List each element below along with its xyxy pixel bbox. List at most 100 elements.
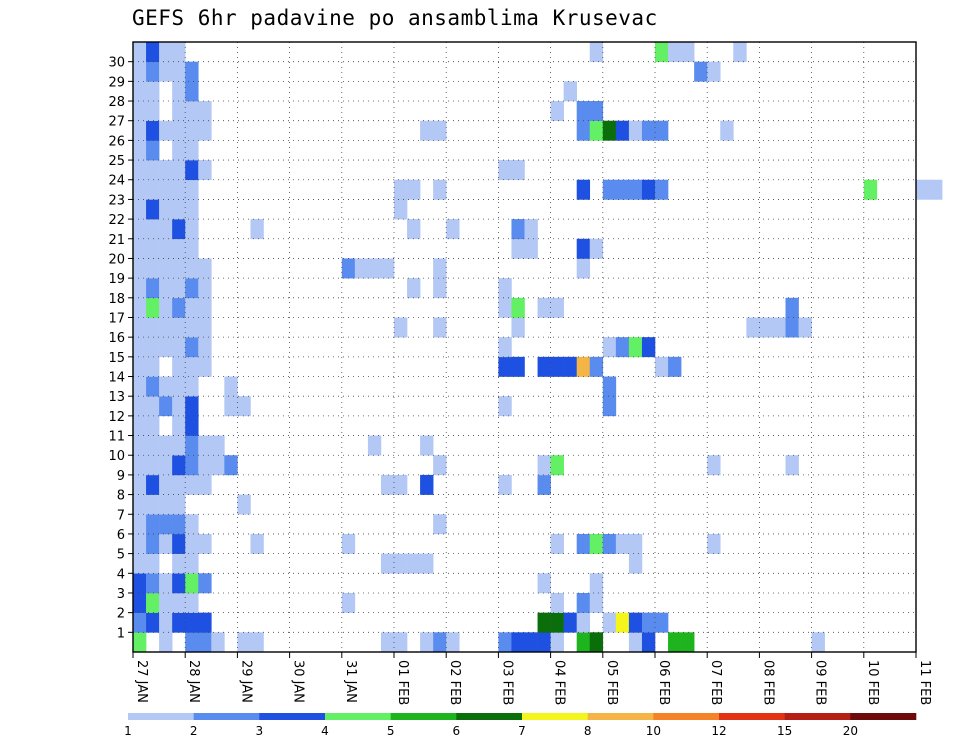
y-tick-label: 17 [108, 311, 125, 326]
heatmap-cell [172, 61, 186, 82]
heatmap-cell [146, 199, 160, 220]
y-tick-label: 24 [108, 174, 125, 189]
heatmap-cell [133, 356, 147, 377]
heatmap-cell [433, 514, 447, 535]
heatmap-cell [133, 435, 147, 456]
heatmap-cell [641, 612, 656, 633]
heatmap-cell [146, 455, 160, 476]
heatmap-cell [185, 415, 199, 436]
heatmap-cell [720, 120, 734, 141]
heatmap-cell [641, 120, 656, 141]
heatmap-cell [172, 376, 186, 397]
y-tick-label: 7 [117, 508, 125, 523]
heatmap-cell [681, 632, 695, 653]
heatmap-cell [146, 61, 160, 82]
heatmap-cell [133, 632, 147, 653]
heatmap-cell [146, 553, 160, 574]
heatmap-cell [341, 533, 356, 554]
heatmap-cell [511, 238, 525, 259]
heatmap-cell [211, 435, 225, 456]
y-tick-label: 4 [117, 567, 125, 582]
heatmap-cell [133, 337, 147, 358]
heatmap-cell [159, 278, 173, 299]
heatmap-cell [185, 179, 199, 200]
heatmap-cell [185, 474, 199, 495]
heatmap-cell [524, 632, 538, 653]
heatmap-cell [394, 474, 408, 495]
heatmap-cell [146, 337, 160, 358]
legend-label: 4 [321, 724, 329, 738]
heatmap-cell [589, 238, 604, 259]
heatmap-cell [146, 120, 160, 141]
heatmap-cell [159, 474, 173, 495]
legend-label: 2 [190, 724, 198, 738]
heatmap-cell [433, 120, 447, 141]
heatmap-cell [746, 317, 760, 338]
legend-label: 6 [453, 724, 461, 738]
legend-label: 3 [256, 724, 264, 738]
heatmap-cell [589, 356, 604, 377]
heatmap-cell [198, 573, 212, 594]
heatmap-cell [668, 42, 682, 62]
heatmap-cell [133, 179, 147, 200]
heatmap-cell [172, 396, 186, 417]
y-tick-label: 22 [108, 213, 125, 228]
heatmap-cell [524, 238, 538, 259]
x-tick-label: 05 FEB [604, 660, 619, 705]
heatmap-cell [133, 199, 147, 220]
x-tick-label: 30 JAN [291, 660, 306, 703]
heatmap-cell [211, 632, 225, 653]
heatmap-cell [341, 258, 356, 279]
heatmap-cell [628, 337, 643, 358]
heatmap-cell [589, 573, 604, 594]
heatmap-cell [602, 533, 617, 554]
heatmap-cell [159, 376, 173, 397]
heatmap-cell [615, 179, 630, 200]
heatmap-cell [550, 455, 564, 476]
heatmap-cell [367, 435, 382, 456]
x-tick-label: 10 FEB [865, 660, 880, 705]
legend-label: 1 [124, 724, 132, 738]
heatmap-cell [655, 120, 669, 141]
heatmap-cell [185, 592, 199, 613]
heatmap-cell [172, 101, 186, 122]
x-tick-label: 08 FEB [760, 660, 775, 705]
heatmap-cell [185, 435, 199, 456]
heatmap-cell [133, 140, 147, 161]
heatmap-cell [224, 455, 238, 476]
y-tick-label: 25 [108, 154, 125, 169]
heatmap-cell [420, 553, 434, 574]
heatmap-cell [550, 592, 564, 613]
heatmap-cell [250, 219, 264, 240]
heatmap-cell [380, 632, 395, 653]
heatmap-cell [563, 81, 577, 102]
heatmap-cell [589, 533, 604, 554]
heatmap-cell [589, 42, 604, 62]
y-tick-label: 27 [108, 115, 125, 130]
x-tick-label: 09 FEB [813, 660, 828, 705]
heatmap-cell [576, 179, 591, 200]
heatmap-cell [537, 297, 551, 318]
heatmap-cell [146, 219, 160, 240]
heatmap-cell [172, 573, 186, 594]
heatmap-cell [133, 101, 147, 122]
heatmap-cell [420, 632, 434, 653]
heatmap-cell [146, 317, 160, 338]
heatmap-cell [146, 435, 160, 456]
heatmap-cell [446, 219, 460, 240]
heatmap-cell [172, 258, 186, 279]
heatmap-cell [172, 219, 186, 240]
legend-swatch [784, 713, 851, 720]
heatmap-cell [198, 435, 212, 456]
heatmap-cell [511, 160, 525, 181]
heatmap-cell [772, 317, 786, 338]
heatmap-cell [511, 219, 525, 240]
y-tick-label: 6 [117, 528, 125, 543]
heatmap-cell [159, 238, 173, 259]
heatmap-cell [146, 356, 160, 377]
heatmap-cell [159, 533, 173, 554]
heatmap-cell [394, 179, 408, 200]
heatmap-cell [172, 140, 186, 161]
heatmap-cell [524, 219, 538, 240]
y-tick-label: 21 [108, 233, 125, 248]
